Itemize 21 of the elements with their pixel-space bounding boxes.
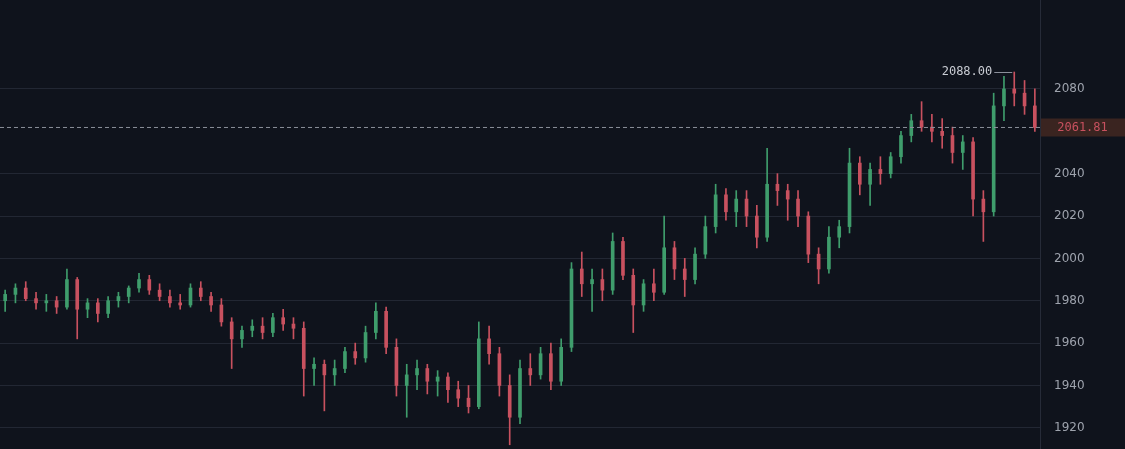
y-tick-label: 1980 <box>1054 292 1085 307</box>
candlestick <box>785 183 790 221</box>
candlestick <box>250 319 255 338</box>
candlestick <box>312 357 316 386</box>
candlestick <box>415 359 419 391</box>
annotation: 2088.00 <box>941 64 993 79</box>
y-tick-label: 2020 <box>1054 208 1085 223</box>
y-tick-label: 2080 <box>1054 81 1085 96</box>
candlestick <box>34 291 38 310</box>
y-tick-label: 1940 <box>1054 377 1085 392</box>
candlestick <box>528 353 533 386</box>
y-tick-label: 2040 <box>1054 165 1085 180</box>
candlestick <box>404 363 409 418</box>
candlestick <box>930 114 934 143</box>
candlestick <box>1012 71 1017 107</box>
candlestick <box>590 268 594 312</box>
y-tick-label: 1960 <box>1054 335 1085 350</box>
candlestick <box>940 118 945 149</box>
y-tick-label: 1920 <box>1054 419 1085 434</box>
ref-line-label: 2061.81 <box>1057 119 1108 134</box>
y-tick-label: 2000 <box>1054 250 1085 265</box>
